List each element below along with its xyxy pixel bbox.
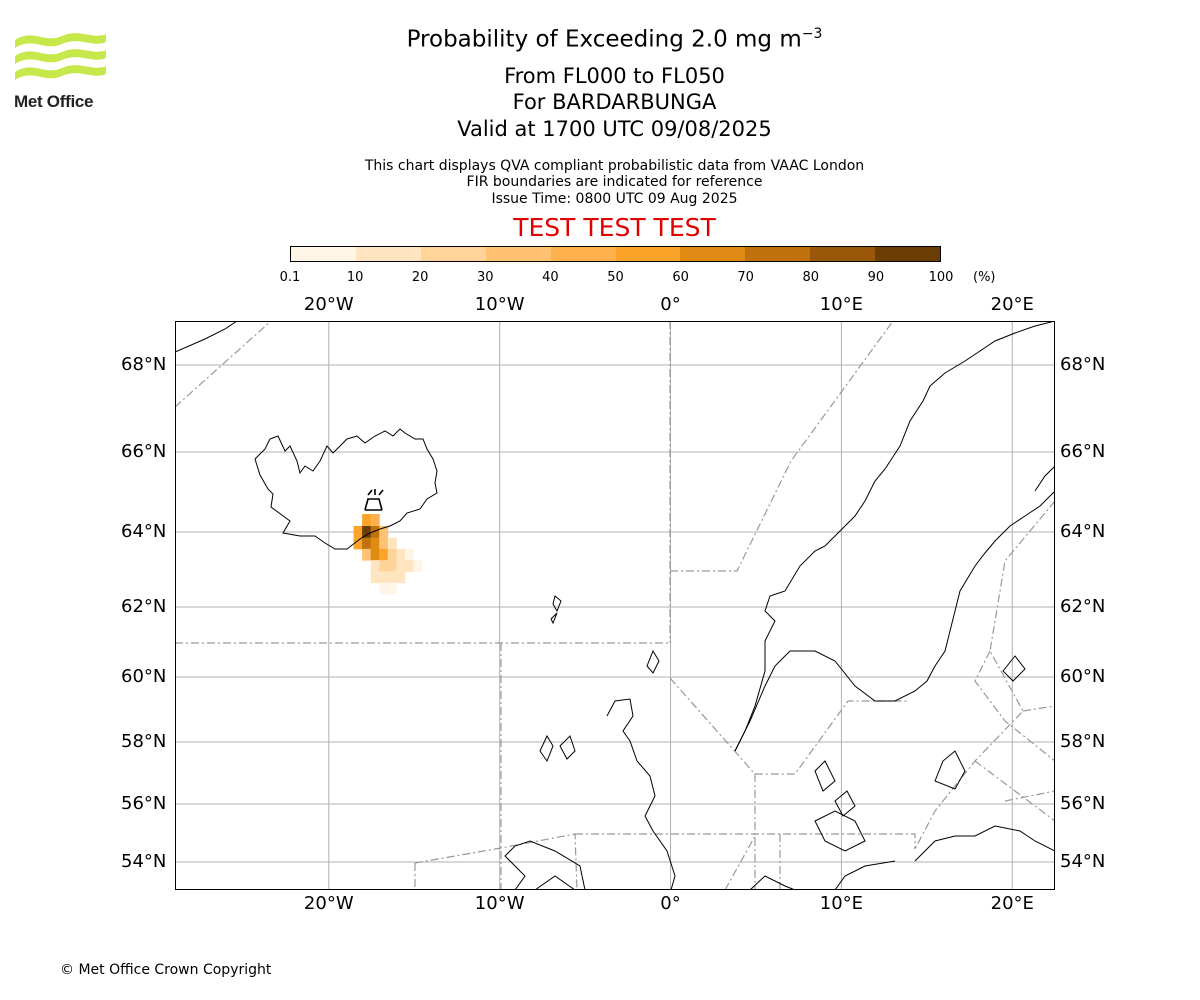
colorbar-tick-label: 90 xyxy=(867,270,885,285)
map xyxy=(175,321,1055,890)
lat-label-right: 58°N xyxy=(1060,731,1106,752)
lon-label-bottom: 20°E xyxy=(990,893,1034,914)
ash-cell xyxy=(379,548,389,561)
lat-label-left: 56°N xyxy=(121,793,167,814)
logo-text: Met Office xyxy=(14,92,94,111)
graticule xyxy=(175,321,1055,890)
flight-level-range: From FL000 to FL050 xyxy=(504,64,725,88)
lat-label-right: 60°N xyxy=(1060,666,1106,687)
colorbar-tick-label: 30 xyxy=(477,270,494,285)
volcano-icon xyxy=(364,489,384,511)
ash-cell xyxy=(387,548,397,561)
colorbar xyxy=(290,246,941,262)
ash-cell xyxy=(353,537,363,550)
lon-label-top: 10°E xyxy=(819,294,864,315)
lat-label-right: 68°N xyxy=(1060,354,1106,375)
ash-cell xyxy=(387,560,397,572)
logo-waves-icon xyxy=(15,33,106,80)
ash-cell xyxy=(379,571,389,584)
lat-label-left: 66°N xyxy=(121,441,167,462)
lat-label-right: 54°N xyxy=(1060,851,1106,872)
coastlines xyxy=(175,321,1055,890)
subtitle-data-source: This chart displays QVA compliant probab… xyxy=(364,158,865,174)
lon-label-top: 20°W xyxy=(303,294,354,315)
colorbar-unit: (%) xyxy=(973,270,996,285)
colorbar-segment xyxy=(291,247,356,261)
ash-probability-cells xyxy=(353,514,423,595)
colorbar-segment xyxy=(810,247,876,261)
ash-cell xyxy=(379,560,389,572)
subtitle-fir-note: FIR boundaries are indicated for referen… xyxy=(466,174,763,190)
ash-cell xyxy=(370,560,380,572)
colorbar-segment xyxy=(420,247,486,261)
ash-cell xyxy=(362,548,372,561)
colorbar-tick-label: 50 xyxy=(607,270,624,285)
lat-label-left: 62°N xyxy=(121,596,167,617)
ash-cell xyxy=(370,537,380,550)
lat-label-left: 54°N xyxy=(121,851,167,872)
lon-label-bottom: 0° xyxy=(660,893,681,914)
ash-cell xyxy=(396,560,406,572)
ash-cell xyxy=(370,571,380,584)
fir-boundaries xyxy=(175,321,1055,890)
ash-cell xyxy=(370,548,380,561)
copyright: © Met Office Crown Copyright xyxy=(60,962,272,978)
test-banner: TEST TEST TEST xyxy=(513,213,716,242)
ash-cell xyxy=(353,526,363,539)
valid-time: Valid at 1700 UTC 09/08/2025 xyxy=(457,117,772,141)
ash-cell xyxy=(404,548,414,561)
ash-cell xyxy=(404,560,414,572)
ash-cell xyxy=(387,537,397,550)
ash-cell xyxy=(370,526,380,539)
lon-label-bottom: 10°W xyxy=(474,893,525,914)
ash-cell xyxy=(413,560,423,572)
colorbar-tick-label: 20 xyxy=(411,270,429,285)
lat-label-right: 66°N xyxy=(1060,441,1106,462)
issue-time: Issue Time: 0800 UTC 09 Aug 2025 xyxy=(491,191,738,207)
colorbar-tick-label: 70 xyxy=(737,270,754,285)
lon-label-bottom: 20°W xyxy=(303,893,354,914)
ash-cell xyxy=(362,537,372,550)
ash-cell xyxy=(370,514,380,527)
lat-label-right: 56°N xyxy=(1060,793,1106,814)
ash-cell xyxy=(362,514,372,527)
lon-label-top: 10°W xyxy=(474,294,525,315)
lat-label-right: 64°N xyxy=(1060,521,1106,542)
lon-label-top: 0° xyxy=(660,294,681,315)
chart-title: Probability of Exceeding 2.0 mg m−3 xyxy=(406,26,823,53)
lat-label-left: 64°N xyxy=(121,521,167,542)
ash-cell xyxy=(387,571,397,584)
lon-label-bottom: 10°E xyxy=(819,893,864,914)
ash-cell xyxy=(387,582,397,595)
ash-cell xyxy=(396,571,406,584)
colorbar-segment xyxy=(745,247,811,261)
ash-cell xyxy=(379,582,389,595)
ash-cell xyxy=(362,526,372,539)
met-office-logo: Met Office xyxy=(14,30,109,112)
colorbar-tick-label: 80 xyxy=(802,270,820,285)
colorbar-tick-label: 0.1 xyxy=(279,270,301,285)
colorbar-tick-label: 100 xyxy=(928,270,954,285)
lon-label-top: 20°E xyxy=(990,294,1034,315)
lat-label-right: 62°N xyxy=(1060,596,1106,617)
ash-cell xyxy=(379,537,389,550)
colorbar-tick-label: 10 xyxy=(346,270,364,285)
lat-label-left: 58°N xyxy=(121,731,167,752)
volcano-name: For BARDARBUNGA xyxy=(512,90,717,114)
ash-cell xyxy=(379,526,389,539)
colorbar-segment xyxy=(485,247,551,261)
colorbar-tick-label: 60 xyxy=(672,270,689,285)
colorbar-segment xyxy=(355,247,421,261)
colorbar-segment xyxy=(550,247,616,261)
lat-label-left: 60°N xyxy=(121,666,167,687)
colorbar-segment xyxy=(615,247,681,261)
colorbar-segment xyxy=(680,247,746,261)
colorbar-segment xyxy=(875,247,941,261)
ash-cell xyxy=(396,548,406,561)
lat-label-left: 68°N xyxy=(121,354,167,375)
colorbar-tick-label: 40 xyxy=(542,270,559,285)
